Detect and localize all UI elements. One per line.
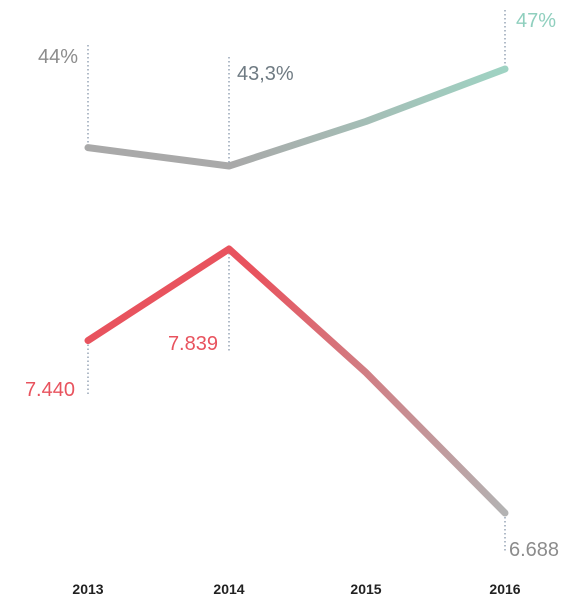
data-label-share-2016: 47% (516, 10, 556, 32)
x-tick-label: 2013 (72, 581, 103, 597)
x-tick-label: 2016 (489, 581, 520, 597)
data-label-count-2013: 7.440 (25, 379, 75, 401)
data-label-share-2014: 43,3% (237, 63, 294, 85)
series-line-count (84, 245, 509, 517)
data-label-share-2013: 44% (38, 46, 78, 68)
x-tick-label: 2015 (350, 581, 381, 597)
data-label-count-2016: 6.688 (509, 539, 559, 561)
data-label-count-2014: 7.839 (168, 333, 218, 355)
x-tick-label: 2014 (213, 581, 244, 597)
series-line-share (84, 65, 509, 170)
